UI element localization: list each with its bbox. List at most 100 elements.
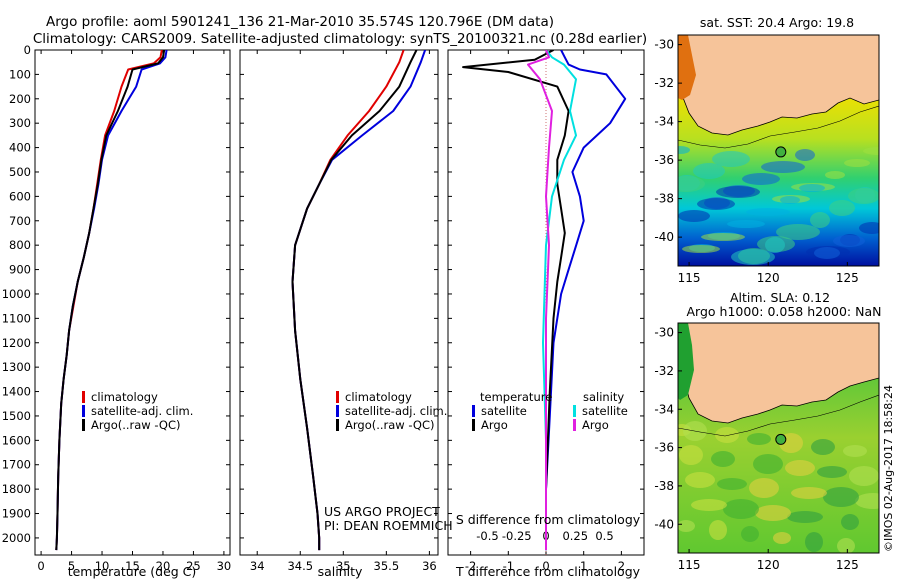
series-line-argo-raw-qc- bbox=[55, 50, 166, 551]
depth-tick-label: 2000 bbox=[2, 531, 31, 545]
legend-swatch bbox=[336, 405, 339, 417]
project-credit-line2: PI: DEAN ROEMMICH bbox=[324, 518, 453, 533]
difference-xlabel: T difference from climatology bbox=[455, 564, 641, 579]
difference-legend: temperaturesatelliteArgosalinitysatellit… bbox=[472, 390, 628, 432]
depth-tick-label: 500 bbox=[9, 165, 31, 179]
series-line-satellite bbox=[545, 50, 627, 551]
x-tick-label: 15 bbox=[125, 559, 140, 573]
series-line-argo bbox=[527, 50, 553, 551]
depth-tick-label: 800 bbox=[9, 238, 31, 252]
depth-tick-label: 1300 bbox=[2, 360, 31, 374]
x-tick-label: 1 bbox=[580, 559, 587, 573]
depth-tick-label: 600 bbox=[9, 189, 31, 203]
project-credit-line1: US ARGO PROJECT bbox=[324, 504, 440, 519]
series-line-satellite bbox=[542, 50, 577, 551]
salinity-axes bbox=[239, 49, 439, 556]
legend-swatch bbox=[336, 419, 339, 431]
x-tick-label: 5 bbox=[68, 559, 75, 573]
map-y-tick-label: -36 bbox=[654, 441, 674, 455]
depth-tick-label: 900 bbox=[9, 263, 31, 277]
map-y-tick-label: -40 bbox=[654, 517, 674, 531]
legend-label: Argo(..raw -QC) bbox=[345, 418, 435, 432]
temperature-axes bbox=[34, 49, 231, 556]
legend-label: satellite-adj. clim. bbox=[91, 404, 193, 418]
map-y-tick-label: -34 bbox=[654, 115, 674, 129]
x-tick-label: -2 bbox=[465, 559, 476, 573]
x-tick-label: 2 bbox=[618, 559, 625, 573]
depth-tick-label: 300 bbox=[9, 116, 31, 130]
legend-label: Argo bbox=[582, 418, 609, 432]
sla-land bbox=[678, 323, 879, 424]
x-tick-label: 35.5 bbox=[374, 559, 400, 573]
x-tick-label: 36 bbox=[422, 559, 437, 573]
depth-tick-label: 0 bbox=[24, 43, 31, 57]
sla-map-title-line2: Argo h1000: 0.058 h2000: NaN bbox=[687, 304, 882, 319]
legend-swatch bbox=[82, 405, 85, 417]
temperature-ticks: 0 5 10 15 20 25 30 bbox=[35, 49, 232, 573]
map-y-tick-label: -30 bbox=[654, 326, 674, 340]
map-x-tick-label: 115 bbox=[678, 558, 701, 572]
sst-land bbox=[678, 35, 879, 136]
x-tick-label: 25 bbox=[186, 559, 201, 573]
sst-float-marker bbox=[775, 146, 787, 158]
x-tick-label: -1 bbox=[503, 559, 514, 573]
legend-swatch bbox=[573, 405, 576, 417]
sst-map bbox=[678, 35, 879, 266]
x-tick-label: 34.5 bbox=[287, 559, 313, 573]
depth-tick-label: 400 bbox=[9, 141, 31, 155]
salinity-ticks: 34 34.5 35 35.5 36 bbox=[240, 49, 438, 573]
depth-tick-label: 1400 bbox=[2, 385, 31, 399]
x-tick-label: 30 bbox=[217, 559, 232, 573]
figure-title-line1: Argo profile: aoml 5901241_136 21-Mar-20… bbox=[46, 14, 554, 30]
map-y-tick-label: -34 bbox=[654, 402, 674, 416]
legend-label: temperature bbox=[480, 390, 552, 404]
map-y-tick-label: -32 bbox=[654, 76, 674, 90]
depth-tick-label: 100 bbox=[9, 67, 31, 81]
sla-map-ticks: 115 120 125 -30 -32 -34 -36 -38 -40 bbox=[654, 326, 858, 572]
depth-tick-label: 1100 bbox=[2, 311, 31, 325]
sst-map-title: sat. SST: 20.4 Argo: 19.8 bbox=[700, 15, 854, 30]
depth-tick-label: 1000 bbox=[2, 287, 31, 301]
temperature-xlabel: temperature (deg C) bbox=[68, 564, 197, 579]
legend-label: satellite bbox=[582, 404, 628, 418]
x-tick-label: 20 bbox=[156, 559, 171, 573]
temperature-lines bbox=[55, 50, 168, 551]
map-y-tick-label: -40 bbox=[654, 230, 674, 244]
difference-lines bbox=[462, 50, 627, 551]
map-x-tick-label: 125 bbox=[836, 271, 859, 285]
depth-tick-labels: 0 100 200 300 400 500 600 700 800 900 1000 1100 1200… bbox=[2, 43, 31, 545]
difference-sal-title: S difference from climatology bbox=[456, 512, 641, 527]
legend-label: satellite bbox=[481, 404, 527, 418]
depth-tick-label: 1900 bbox=[2, 507, 31, 521]
series-line-argo-raw-qc- bbox=[291, 50, 418, 551]
sal-diff-tick-label: -0.5 bbox=[476, 529, 498, 543]
series-line-climatology bbox=[291, 50, 405, 551]
legend-swatch bbox=[82, 419, 85, 431]
x-tick-label: 10 bbox=[95, 559, 110, 573]
map-y-tick-label: -38 bbox=[654, 192, 674, 206]
map-x-tick-label: 115 bbox=[678, 271, 701, 285]
x-tick-label: 0 bbox=[542, 559, 549, 573]
x-tick-label: 0 bbox=[37, 559, 44, 573]
legend-label: climatology bbox=[345, 390, 412, 404]
legend-swatch bbox=[472, 419, 475, 431]
legend-swatch bbox=[573, 419, 576, 431]
x-tick-label: 34 bbox=[250, 559, 265, 573]
sal-diff-tick-label: -0.25 bbox=[502, 529, 532, 543]
series-line-argo bbox=[462, 50, 570, 551]
sal-diff-tick-label: 0.5 bbox=[595, 529, 613, 543]
imos-watermark: ©IMOS 02-Aug-2017 18:58:24 bbox=[882, 385, 895, 552]
salinity-lines bbox=[291, 50, 427, 551]
map-y-tick-label: -32 bbox=[654, 364, 674, 378]
sst-map-ticks: 115 120 125 -30 -32 -34 -36 -38 -40 bbox=[654, 38, 858, 285]
legend-swatch bbox=[472, 405, 475, 417]
legend-label: salinity bbox=[583, 390, 624, 404]
depth-tick-label: 200 bbox=[9, 92, 31, 106]
map-y-tick-label: -30 bbox=[654, 38, 674, 52]
difference-ticks: -2 -1 0 1 2-0.5 -0.25 0 0.25 0.5 bbox=[448, 49, 644, 573]
map-x-tick-label: 120 bbox=[757, 558, 780, 572]
series-line-climatology bbox=[55, 50, 163, 551]
